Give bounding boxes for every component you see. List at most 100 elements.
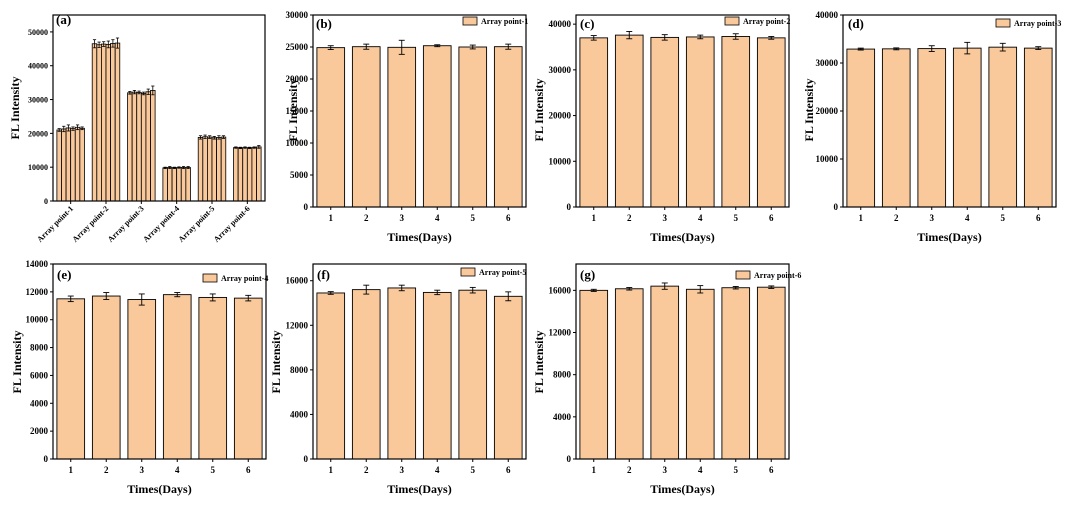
x-tick-label: 3 [930, 213, 935, 223]
bar [351, 46, 381, 208]
y-axis-title: FL Intensity [532, 330, 546, 393]
plot-frame [575, 14, 790, 208]
legend-label: Array point-4 [221, 274, 268, 283]
chart-panel: 1 2 3 4 5 6 Times(Days) 0 4000 8000 12000 16000 FL I… [532, 263, 801, 496]
bar [105, 44, 111, 202]
x-tick-label: 3 [140, 465, 145, 475]
bar [685, 288, 715, 460]
bar [493, 46, 523, 208]
bar [988, 46, 1018, 208]
y-axis-title: FL Intensity [8, 76, 22, 139]
y-tick-label: 10000 [28, 163, 48, 172]
x-tick-label: Array point-2 [71, 204, 111, 244]
bar [180, 167, 187, 202]
x-tick-label: Array point-5 [177, 204, 217, 244]
bar [127, 92, 133, 202]
x-tick-label: 2 [894, 213, 899, 223]
bar [140, 93, 147, 202]
bar [176, 167, 182, 202]
bar [202, 136, 208, 202]
x-tick-label: 6 [1036, 213, 1041, 223]
x-tick-label: 2 [104, 465, 109, 475]
x-tick-label: 6 [506, 465, 511, 475]
bar [316, 292, 346, 460]
panel-label: (f) [317, 267, 330, 282]
y-tick-label: 40000 [549, 19, 572, 29]
x-tick-label: 2 [364, 465, 369, 475]
x-tick-label: 3 [400, 465, 405, 475]
y-tick-label: 8000 [553, 370, 572, 380]
bar [56, 298, 86, 460]
bar [237, 147, 244, 202]
x-tick-label: 2 [364, 213, 369, 223]
x-tick-label: Array point-3 [106, 204, 146, 244]
x-tick-label: Array point-6 [212, 204, 252, 244]
y-tick-label: 4000 [30, 398, 49, 408]
plot-frame [312, 263, 527, 460]
bar [56, 129, 62, 202]
legend-swatch [460, 267, 476, 277]
y-tick-label: 20000 [28, 129, 48, 138]
panel-label: (a) [56, 12, 71, 27]
y-tick-label: 40000 [816, 10, 839, 20]
x-tick-label: Array point-1 [35, 204, 75, 244]
bar [91, 295, 121, 460]
bar [650, 36, 680, 208]
bar [251, 147, 257, 202]
y-tick-label: 12000 [549, 328, 572, 338]
y-tick-label: 14000 [26, 259, 49, 269]
bar [185, 167, 191, 202]
y-tick-label: 0 [304, 202, 309, 212]
bar [136, 92, 142, 202]
panel-label: (b) [316, 16, 332, 31]
legend-label: Array point-5 [479, 268, 526, 277]
x-tick-label: 1 [859, 213, 864, 223]
x-tick-label: 6 [769, 213, 774, 223]
bar [579, 37, 609, 208]
bar [91, 43, 98, 202]
bar [211, 137, 217, 202]
legend-label: Array point-3 [1014, 19, 1061, 28]
y-tick-label: 2000 [30, 426, 49, 436]
bar [387, 46, 417, 208]
chart-panel: 1 2 3 4 5 6 Times(Days) 0 4000 8000 12000 16000 FL I… [269, 263, 527, 496]
y-tick-label: 12000 [26, 287, 49, 297]
y-tick-label: 0 [304, 454, 309, 464]
bar [127, 299, 157, 460]
bar [150, 90, 156, 202]
y-tick-label: 16000 [549, 285, 572, 295]
bar [96, 44, 102, 202]
x-tick-label: 4 [175, 465, 180, 475]
bar [1023, 47, 1053, 208]
y-tick-label: 5000 [290, 170, 309, 180]
y-tick-label: 0 [567, 454, 572, 464]
chart-panel: 1 2 3 4 5 6 Times(Days) 0 5000 10000 15000 20000 250… [286, 10, 529, 244]
legend-label: Array point-1 [481, 17, 528, 26]
y-tick-label: 0 [44, 454, 49, 464]
legend-swatch [462, 16, 478, 26]
y-tick-label: 0 [567, 202, 572, 212]
bar [101, 43, 107, 202]
y-tick-label: 10000 [286, 138, 309, 148]
bar [493, 295, 523, 460]
x-axis-title: Times(Days) [650, 230, 714, 244]
y-tick-label: 10000 [549, 156, 572, 166]
bar [233, 147, 239, 202]
x-axis-title: Times(Days) [917, 230, 981, 244]
chart-panel: 1 2 3 4 5 6 Times(Days) 0 10000 20000 30000 40000 FL… [532, 14, 790, 244]
panel-label: (c) [580, 16, 594, 31]
x-tick-label: 4 [965, 213, 970, 223]
y-tick-label: 15000 [286, 106, 309, 116]
bar [198, 296, 228, 460]
x-tick-label: 6 [769, 465, 774, 475]
y-tick-label: 8000 [30, 343, 49, 353]
y-tick-label: 6000 [30, 370, 49, 380]
y-tick-label: 16000 [286, 276, 309, 286]
x-tick-label: 5 [1001, 213, 1006, 223]
bar [74, 126, 81, 202]
bar [952, 47, 982, 208]
x-tick-label: 6 [246, 465, 251, 475]
bar [846, 48, 876, 208]
y-tick-label: 8000 [290, 365, 309, 375]
